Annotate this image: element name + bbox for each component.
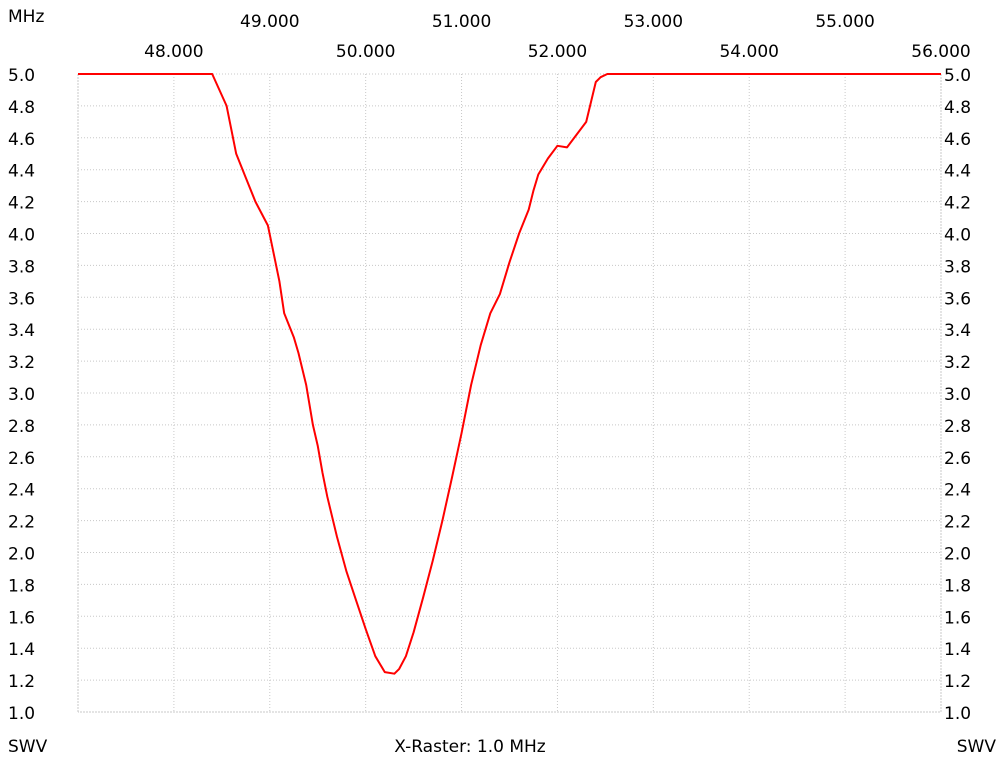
y-tick-label-left: 1.4 <box>8 640 35 660</box>
y-tick-label-left: 3.8 <box>8 257 35 277</box>
y-tick-label-left: 2.0 <box>8 545 35 565</box>
y-tick-label-right: 2.2 <box>944 513 971 533</box>
grid <box>77 73 942 713</box>
x-tick-label-lower: 52.000 <box>528 42 587 62</box>
y-tick-label-right: 2.0 <box>944 545 971 565</box>
y-tick-label-right: 4.2 <box>944 194 971 214</box>
y-axis-label-right: SWV <box>957 737 997 757</box>
y-tick-label-right: 1.4 <box>944 640 971 660</box>
y-tick-label-left: 2.4 <box>8 481 35 501</box>
x-tick-label-lower: 50.000 <box>336 42 395 62</box>
y-tick-label-right: 2.6 <box>944 449 971 469</box>
y-tick-label-right: 1.6 <box>944 608 971 628</box>
x-tick-label-upper: 53.000 <box>624 12 683 32</box>
y-tick-label-right: 3.4 <box>944 321 971 341</box>
y-tick-label-left: 4.0 <box>8 226 35 246</box>
y-tick-label-left: 2.6 <box>8 449 35 469</box>
y-tick-label-left: 3.4 <box>8 321 35 341</box>
y-tick-label-left: 1.0 <box>8 704 35 724</box>
y-tick-label-right: 4.4 <box>944 162 971 182</box>
x-tick-label-lower: 54.000 <box>719 42 778 62</box>
x-tick-label-upper: 49.000 <box>240 12 299 32</box>
y-tick-label-left: 2.2 <box>8 513 35 533</box>
y-tick-label-left: 1.2 <box>8 672 35 692</box>
y-tick-label-left: 5.0 <box>8 66 35 86</box>
y-tick-label-left: 4.4 <box>8 162 35 182</box>
y-tick-label-left: 3.6 <box>8 289 35 309</box>
y-tick-label-right: 2.8 <box>944 417 971 437</box>
y-tick-label-right: 4.8 <box>944 98 971 118</box>
y-tick-label-left: 1.8 <box>8 576 35 596</box>
y-tick-label-left: 1.6 <box>8 608 35 628</box>
plot-border <box>77 73 942 713</box>
series-line <box>78 73 941 675</box>
y-tick-label-right: 2.4 <box>944 481 971 501</box>
plot-frame <box>77 73 942 713</box>
y-tick-label-left: 3.0 <box>8 385 35 405</box>
y-tick-label-right: 4.6 <box>944 130 971 150</box>
y-tick-label-left: 4.6 <box>8 130 35 150</box>
x-tick-label-upper: 55.000 <box>815 12 874 32</box>
y-tick-label-right: 1.2 <box>944 672 971 692</box>
y-tick-label-left: 4.2 <box>8 194 35 214</box>
y-tick-label-right: 3.6 <box>944 289 971 309</box>
y-tick-label-left: 3.2 <box>8 353 35 373</box>
x-tick-labels: 49.000 51.000 53.000 55.000 48.000 50.000 52.0… <box>144 12 971 62</box>
y-tick-label-right: 1.0 <box>944 704 971 724</box>
y-tick-label-right: 4.0 <box>944 226 971 246</box>
y-axis-label-left: SWV <box>8 737 48 757</box>
y-tick-label-left: 4.8 <box>8 98 35 118</box>
x-tick-label-lower: 48.000 <box>144 42 203 62</box>
y-tick-label-right: 3.0 <box>944 385 971 405</box>
y-tick-label-left: 2.8 <box>8 417 35 437</box>
unit-label: MHz <box>8 7 44 27</box>
x-tick-label-lower: 56.000 <box>911 42 970 62</box>
y-tick-label-right: 5.0 <box>944 66 971 86</box>
x-tick-label-upper: 51.000 <box>432 12 491 32</box>
y-tick-label-right: 3.8 <box>944 257 971 277</box>
y-tick-labels: 5.0 5.0 4.8 4.8 4.6 4.6 4.4 4.4 4.2 4.2 4.0 4.0 3.8 3… <box>8 66 971 724</box>
swr-trace <box>78 73 941 675</box>
x-raster-label: X-Raster: 1.0 MHz <box>394 737 545 757</box>
y-tick-label-right: 3.2 <box>944 353 971 373</box>
y-tick-label-right: 1.8 <box>944 576 971 596</box>
